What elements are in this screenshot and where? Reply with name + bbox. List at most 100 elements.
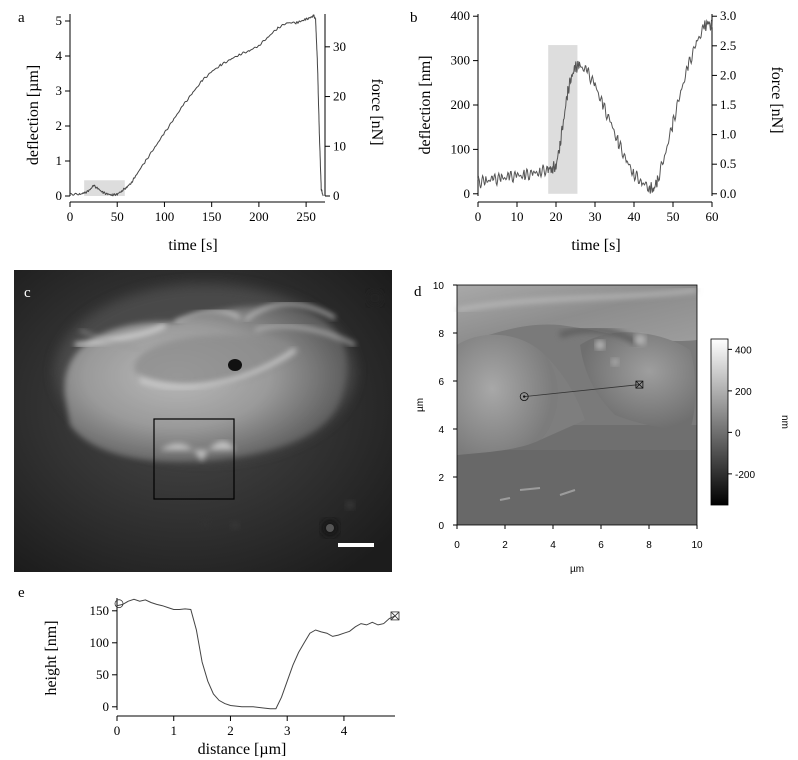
panel-letter-d: d [414, 284, 422, 300]
plot-frame [456, 284, 698, 526]
series-line [116, 598, 396, 710]
y-tick-label: 6 [438, 377, 444, 388]
y-tick-label: 0 [56, 188, 63, 203]
marker-ring [114, 599, 124, 609]
y-axis-label: height [nm] [43, 620, 60, 695]
y2-tick-label: 10 [333, 138, 346, 153]
x-tick-label: 10 [511, 209, 524, 224]
panel-b: 0 10 20 30 40 50 60 0 100 200 300 400 0.0 0.5 1.0 1.5 2.… [417, 8, 785, 254]
y-tick-label: 300 [451, 53, 471, 68]
y2-tick-label: 2.0 [720, 67, 736, 82]
y-tick-label: 10 [433, 281, 445, 292]
profile-start-marker [114, 599, 124, 609]
x-tick-label: 8 [646, 540, 652, 551]
y-tick-label: 8 [438, 329, 444, 340]
panel-letter-c: c [24, 285, 31, 301]
y-tick-label: 4 [56, 48, 63, 63]
x-tick-label: 20 [550, 209, 563, 224]
marker-box [390, 611, 400, 621]
x-tick-label: 0 [454, 540, 460, 551]
y-tick-label: 5 [56, 13, 63, 28]
x-tick-label: 2 [502, 540, 508, 551]
panel-d-afm: d 0 2 4 6 8 10 0 2 4 6 8 10 µm µm 400 200 0 -200 nm [414, 281, 790, 575]
y2-tick-label: 3.0 [720, 8, 736, 23]
x-axis-label: distance [µm] [198, 741, 287, 758]
x-tick-label: 50 [667, 209, 680, 224]
axes: 0 10 20 30 40 50 60 0 100 200 300 400 0.0 0.5 1.0 1.5 2.… [451, 8, 737, 224]
y2-axis-label: force [nN] [768, 66, 785, 133]
profile-end-marker [635, 380, 644, 389]
x-tick-label: 0 [475, 209, 482, 224]
x-tick-label: 50 [111, 209, 124, 224]
y-axis-label: deflection [µm] [25, 65, 42, 165]
profile-start-marker [519, 392, 529, 402]
marker-cross [390, 611, 400, 621]
y2-tick-label: 20 [333, 89, 346, 104]
x-tick-label: 200 [249, 209, 269, 224]
series-line [477, 18, 713, 194]
x-axis-label: time [s] [571, 237, 620, 254]
y-tick-label: 0 [438, 521, 444, 532]
series-line [69, 13, 324, 197]
y-tick-label: 3 [56, 83, 63, 98]
x-tick-label: 3 [284, 723, 291, 738]
x-tick-label: 60 [706, 209, 719, 224]
colorbar-tick-label: 0 [735, 428, 741, 439]
marker-dot [523, 395, 526, 398]
colorbar-ticks: 400 200 0 -200 [728, 345, 755, 481]
y2-tick-label: 1.5 [720, 97, 736, 112]
y-tick-label: 1 [56, 153, 63, 168]
x-tick-label: 0 [67, 209, 74, 224]
x-axis-label: µm [570, 564, 584, 575]
x-axis-label: time [s] [168, 237, 217, 254]
panel-letter-b: b [410, 10, 418, 26]
y-axis-label: deflection [nm] [417, 55, 434, 154]
panel-letter-a: a [18, 10, 25, 26]
y-axis-label: µm [415, 398, 426, 412]
y2-tick-label: 0.0 [720, 186, 736, 201]
profile-end-marker [390, 611, 400, 621]
y2-tick-label: 0 [333, 188, 340, 203]
x-tick-label: 250 [296, 209, 316, 224]
y-tick-label: 2 [56, 118, 63, 133]
y2-tick-label: 1.0 [720, 127, 736, 142]
axes: 0 2 4 6 8 10 0 2 4 6 8 10 [433, 281, 703, 551]
y-tick-label: 4 [438, 425, 444, 436]
panel-letter-e: e [18, 585, 25, 601]
y-tick-label: 100 [451, 141, 471, 156]
colorbar-label: nm [779, 415, 790, 429]
marker-box [635, 380, 644, 389]
highlight-region [84, 180, 125, 196]
colorbar-tick-label: -200 [735, 470, 755, 481]
x-tick-label: 40 [628, 209, 641, 224]
axes: 0 1 2 3 4 0 50 100 150 [90, 598, 395, 738]
y-tick-label: 2 [438, 473, 444, 484]
y-tick-label: 200 [451, 97, 471, 112]
y2-tick-label: 2.5 [720, 38, 736, 53]
x-tick-label: 4 [341, 723, 348, 738]
y-tick-label: 400 [451, 8, 471, 23]
y-tick-label: 150 [90, 603, 110, 618]
y-tick-label: 0 [464, 186, 471, 201]
y2-tick-label: 30 [333, 39, 346, 54]
colorbar [710, 338, 729, 506]
x-tick-label: 6 [598, 540, 604, 551]
x-tick-label: 2 [227, 723, 234, 738]
y-tick-label: 50 [96, 667, 109, 682]
x-tick-label: 4 [550, 540, 556, 551]
region-of-interest-box [153, 418, 235, 500]
y-tick-label: 0 [103, 699, 110, 714]
colorbar-tick-label: 200 [735, 387, 752, 398]
profile-line [524, 384, 640, 397]
marker-ring [519, 392, 529, 402]
x-tick-label: 0 [114, 723, 121, 738]
panel-c-micrograph: c [14, 270, 392, 572]
x-tick-label: 1 [170, 723, 177, 738]
panel-e: 0 1 2 3 4 0 50 100 150 distance [µm] height [nm] [43, 598, 400, 758]
x-tick-label: 30 [589, 209, 602, 224]
x-tick-label: 100 [155, 209, 175, 224]
scale-bar [338, 543, 374, 547]
